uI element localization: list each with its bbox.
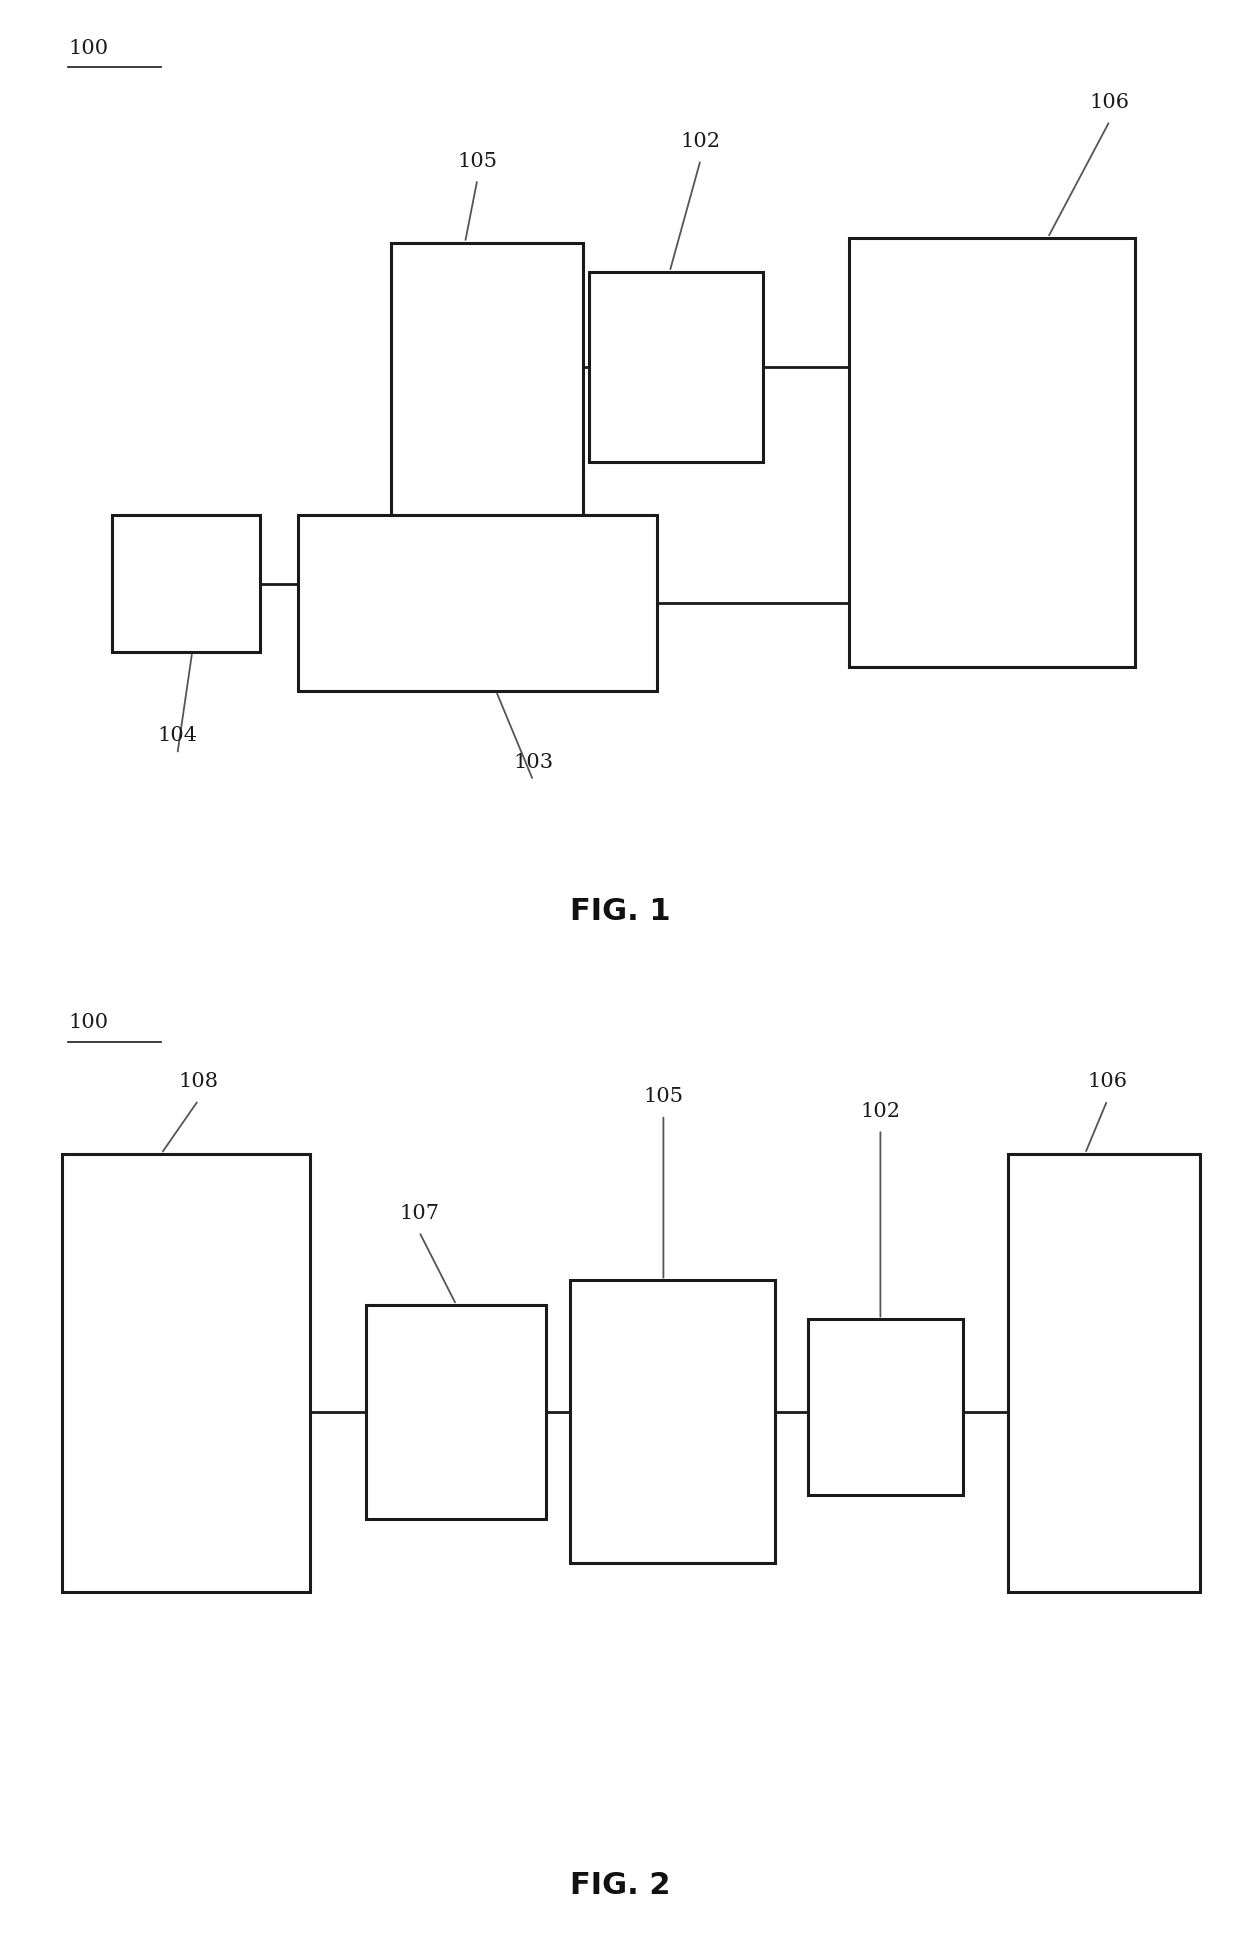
Bar bbox=[1008, 1153, 1200, 1593]
Text: 106: 106 bbox=[1090, 94, 1130, 111]
Text: 107: 107 bbox=[399, 1204, 439, 1223]
Text: FIG. 1: FIG. 1 bbox=[569, 896, 671, 925]
Text: 104: 104 bbox=[157, 727, 197, 744]
Text: 105: 105 bbox=[458, 152, 497, 171]
Bar bbox=[570, 1282, 775, 1562]
Text: 100: 100 bbox=[68, 1013, 108, 1032]
Text: 105: 105 bbox=[644, 1087, 683, 1106]
Bar bbox=[298, 516, 657, 692]
Bar bbox=[366, 1305, 546, 1519]
Text: 102: 102 bbox=[681, 132, 720, 150]
Bar bbox=[391, 244, 583, 530]
Bar bbox=[849, 240, 1135, 666]
Text: 102: 102 bbox=[861, 1101, 900, 1120]
Text: 108: 108 bbox=[179, 1071, 218, 1091]
Bar bbox=[62, 1153, 310, 1593]
Bar bbox=[112, 516, 260, 653]
Bar bbox=[589, 273, 763, 464]
Text: 106: 106 bbox=[1087, 1071, 1127, 1091]
Text: 103: 103 bbox=[513, 752, 553, 771]
Text: FIG. 2: FIG. 2 bbox=[569, 1870, 671, 1899]
Bar bbox=[808, 1321, 963, 1496]
Text: 100: 100 bbox=[68, 39, 108, 58]
